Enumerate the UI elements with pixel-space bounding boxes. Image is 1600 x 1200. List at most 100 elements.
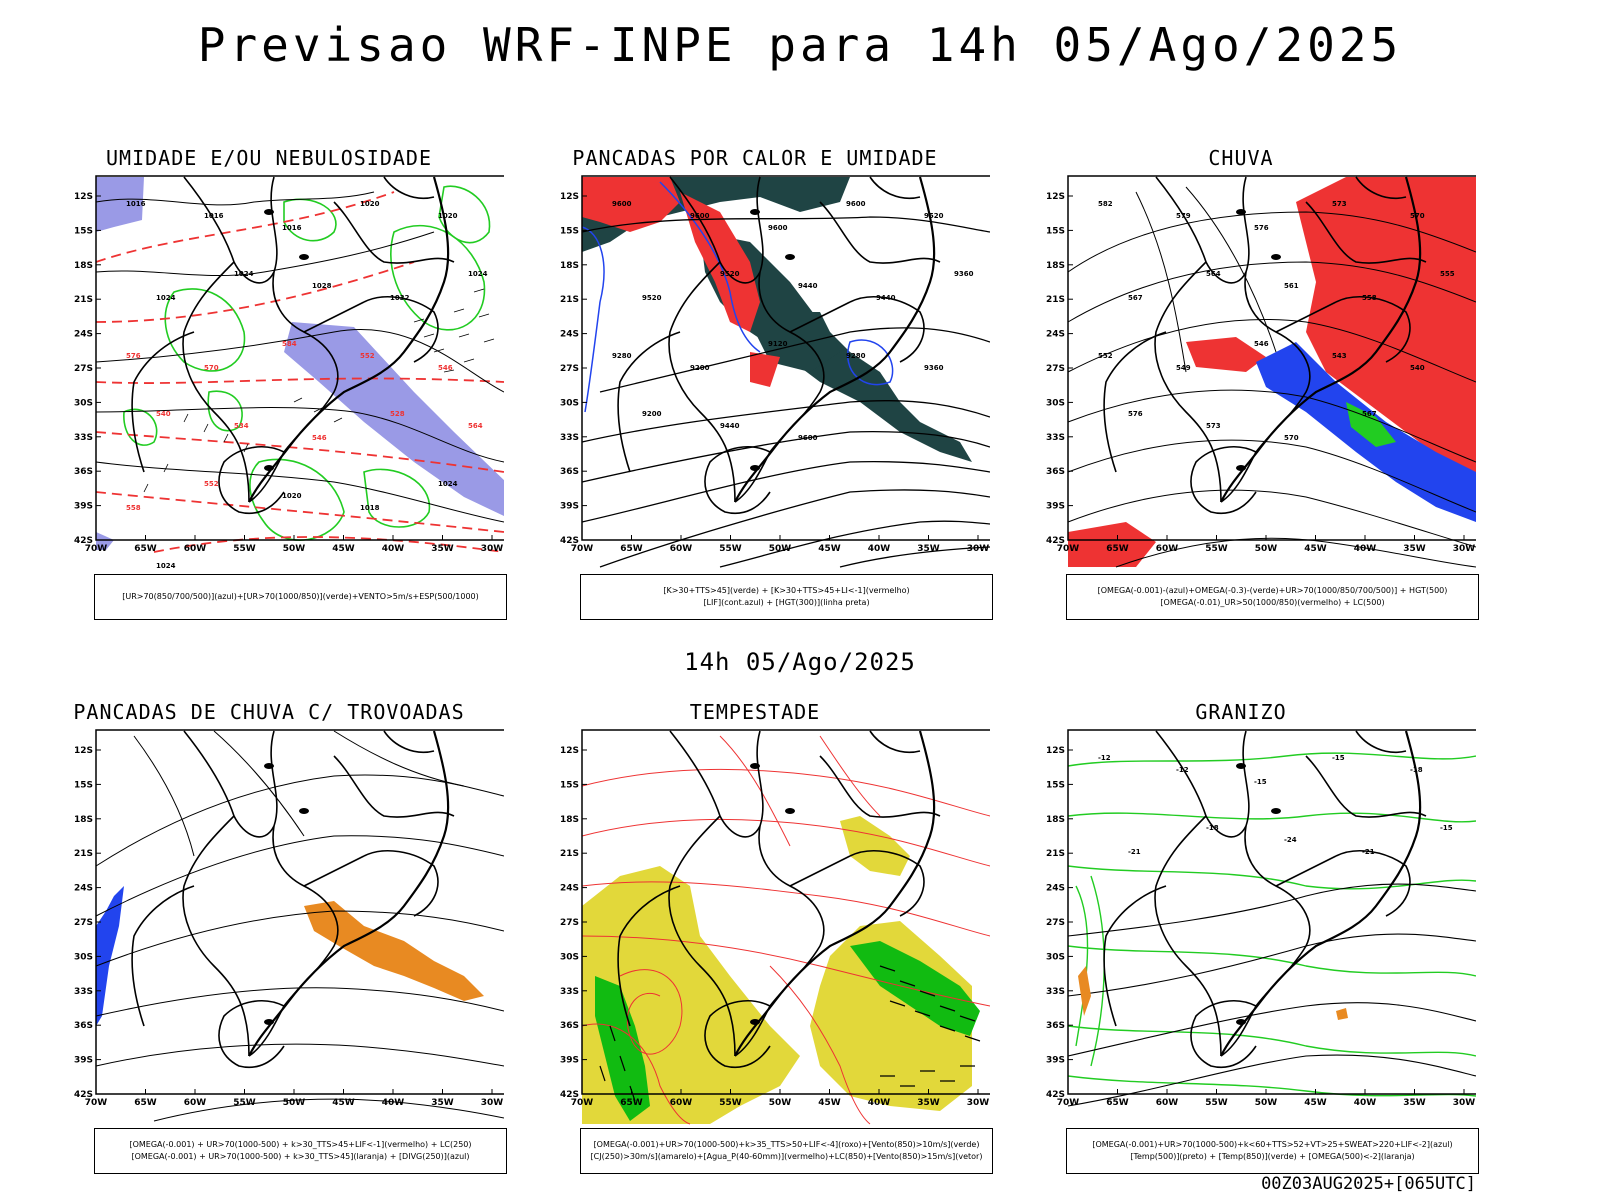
contour-label: 567 bbox=[1128, 294, 1143, 302]
main-title: Previsao WRF-INPE para 14h 05/Ago/2025 bbox=[197, 18, 1403, 72]
lon-tick-label: 35W bbox=[917, 1098, 940, 1108]
lon-tick-label: 65W bbox=[134, 544, 157, 554]
border-line bbox=[668, 261, 736, 503]
lon-tick-label: 35W bbox=[917, 544, 940, 554]
contour-label: 1024 bbox=[438, 480, 458, 488]
contour-label: 1024 bbox=[156, 294, 176, 302]
lat-tick-label: 30S bbox=[1046, 398, 1065, 408]
contour-label: 1016 bbox=[204, 212, 224, 220]
lon-tick-label: 55W bbox=[233, 544, 256, 554]
lon-tick-label: 55W bbox=[1205, 544, 1228, 554]
temp850-green-contours bbox=[1067, 752, 1476, 1097]
border-line bbox=[1155, 730, 1247, 838]
contour-label: -15 bbox=[1332, 754, 1345, 762]
lat-tick-label: 39S bbox=[74, 502, 93, 512]
border-line bbox=[1155, 176, 1247, 284]
lon-tick-label: 60W bbox=[670, 1098, 693, 1108]
lat-tick-label: 15S bbox=[74, 780, 93, 790]
run-timestamp: 00Z03AUG2025+[065UTC] bbox=[1261, 1174, 1476, 1194]
contour-label: 570 bbox=[1410, 212, 1425, 220]
contour-label: 1024 bbox=[156, 562, 176, 570]
panel-title: UMIDADE E/OU NEBULOSIDADE bbox=[105, 146, 433, 170]
lat-tick-label: 24S bbox=[1046, 330, 1065, 340]
panel-title: GRANIZO bbox=[1195, 700, 1287, 724]
lat-tick-label: 39S bbox=[560, 1056, 579, 1066]
contour-label: 558 bbox=[126, 504, 141, 512]
lon-tick-label: 60W bbox=[1156, 1098, 1179, 1108]
border-line bbox=[1154, 815, 1222, 1057]
legend-umidade: [UR>70(850/700/500)](azul)+[UR>70(1000/8… bbox=[94, 574, 507, 620]
border-line bbox=[1335, 850, 1411, 917]
panel-umidade: UMIDADE E/OU NEBULOSIDADE bbox=[34, 146, 507, 626]
coastline bbox=[248, 730, 450, 1057]
border-line bbox=[869, 730, 921, 753]
map-granizo: -12 -12 -15 -15 -18 -21 -18 -24 -21 -15 12S 15S 18S… bbox=[1046, 729, 1476, 1108]
border-line bbox=[182, 261, 250, 503]
border-line bbox=[1335, 296, 1411, 363]
k-tts-orange-shade bbox=[304, 901, 484, 1001]
contour-label: 1018 bbox=[360, 504, 380, 512]
map-chuva: 582 579 576 573 570 567 564 561 558 555 552 549 546 5… bbox=[1046, 175, 1476, 568]
lake-shape bbox=[264, 763, 274, 769]
contour-label: 9520 bbox=[924, 212, 944, 220]
lat-tick-label: 42S bbox=[74, 536, 93, 546]
contour-label: 9440 bbox=[876, 294, 896, 302]
lon-tick-label: 35W bbox=[1403, 544, 1426, 554]
contour-label: 534 bbox=[234, 422, 249, 430]
contour-label: 9440 bbox=[798, 282, 818, 290]
border-line bbox=[789, 301, 851, 333]
contour-label: 9360 bbox=[924, 364, 944, 372]
map-umidade: 1016 1016 1016 1020 1020 1024 1024 1028 1032 1024… bbox=[74, 175, 504, 570]
border-line bbox=[383, 730, 435, 753]
contour-label: -12 bbox=[1098, 754, 1111, 762]
border-line bbox=[789, 855, 851, 887]
lake-shape bbox=[1236, 1019, 1246, 1025]
contour-label: 546 bbox=[312, 434, 327, 442]
lon-tick-label: 55W bbox=[719, 1098, 742, 1108]
border-line bbox=[1154, 261, 1222, 503]
contour-label: 546 bbox=[1254, 340, 1269, 348]
lat-tick-label: 18S bbox=[560, 815, 579, 825]
contour-label: 9280 bbox=[846, 352, 866, 360]
lake-shape bbox=[750, 465, 760, 471]
lat-tick-label: 42S bbox=[74, 1090, 93, 1100]
border-line bbox=[131, 885, 195, 1027]
lon-tick-label: 70W bbox=[571, 544, 594, 554]
border-line bbox=[131, 331, 195, 473]
lon-tick-label: 50W bbox=[283, 1098, 306, 1108]
country-borders bbox=[1103, 176, 1427, 514]
border-line bbox=[669, 730, 761, 838]
hgt300-black-contours bbox=[581, 216, 990, 568]
lat-tick-label: 33S bbox=[74, 433, 93, 443]
lat-tick-label: 12S bbox=[74, 192, 93, 202]
omega-ur-red-shade bbox=[1068, 177, 1476, 567]
lat-tick-label: 15S bbox=[560, 780, 579, 790]
lon-tick-label: 70W bbox=[85, 544, 108, 554]
lon-tick-label: 30W bbox=[481, 1098, 504, 1108]
lat-tick-label: 15S bbox=[560, 226, 579, 236]
border-line bbox=[182, 815, 250, 1057]
border-line bbox=[1103, 885, 1167, 1027]
lat-tick-label: 27S bbox=[74, 364, 93, 374]
panel-tempestade: TEMPESTADE 12S 15S 18S 21S 24S 27S 30S 33S 36S 39… bbox=[520, 700, 993, 1180]
border-line bbox=[218, 1000, 285, 1068]
lat-tick-label: 42S bbox=[560, 1090, 579, 1100]
lat-tick-label: 24S bbox=[560, 884, 579, 894]
contour-label: 9120 bbox=[768, 340, 788, 348]
border-line bbox=[668, 815, 736, 1057]
thickness-red-dashed bbox=[95, 191, 504, 553]
lon-tick-label: 50W bbox=[769, 544, 792, 554]
panel-trovoadas: PANCADAS DE CHUVA C/ TROVOADAS 12S 15S 18S… bbox=[34, 700, 507, 1180]
contour-label: 9200 bbox=[642, 410, 662, 418]
legend-line: [LIF](cont.azul) + [HGT(300)](linha pret… bbox=[703, 598, 870, 607]
lat-tick-label: 27S bbox=[560, 918, 579, 928]
contour-label: 549 bbox=[1176, 364, 1191, 372]
lat-tick-label: 12S bbox=[1046, 746, 1065, 756]
contour-label: 1024 bbox=[234, 270, 254, 278]
lat-tick-label: 21S bbox=[1046, 849, 1065, 859]
lon-tick-label: 50W bbox=[769, 1098, 792, 1108]
